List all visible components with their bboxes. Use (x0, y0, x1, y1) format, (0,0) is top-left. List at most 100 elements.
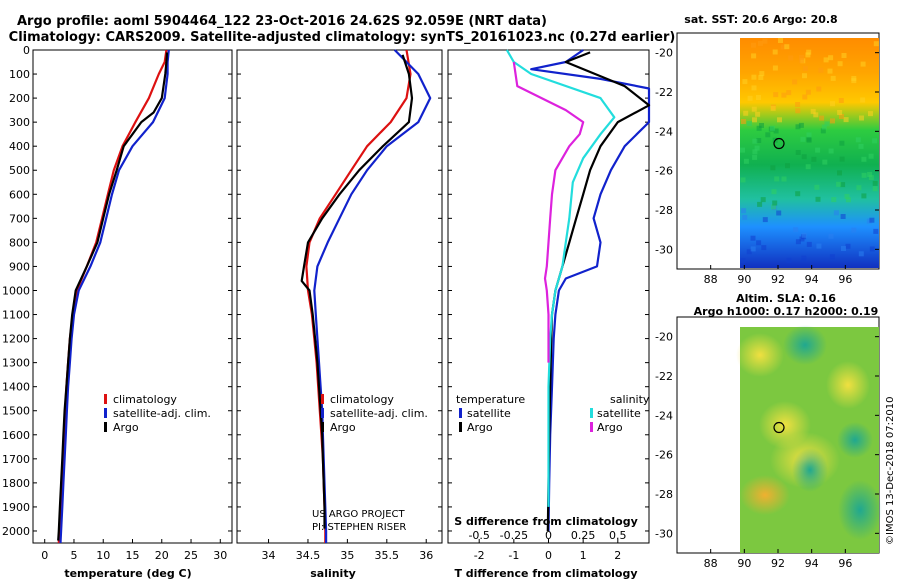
sst-pixel (806, 49, 812, 55)
credit-pi: PI: STEPHEN RISER (312, 522, 406, 533)
sst-pixel (756, 95, 761, 100)
series-line-salinity-satellite (505, 49, 616, 507)
sst-pixel (746, 121, 752, 126)
sst-pixel (823, 57, 829, 63)
sst-pixel (828, 55, 834, 61)
legend-swatch-argo (321, 422, 324, 432)
sst-pixel (822, 159, 828, 165)
sst-pixel (805, 52, 811, 58)
sst-pixel (795, 124, 801, 130)
sst-pixel (860, 97, 866, 103)
s-diff-tick-label: 0 (545, 529, 552, 542)
depth-axis: 0 100 200 300 400 500 600 700 800 900 1000 1100 1200… (2, 44, 30, 538)
depth-tick-label: 1200 (2, 333, 30, 346)
temperature-series (57, 49, 170, 544)
sst-pixel (747, 95, 753, 101)
sst-pixel (754, 145, 760, 151)
legend-swatch-argo (104, 422, 107, 432)
map-y-tick-label: -28 (655, 488, 673, 501)
sst-pixel (861, 172, 867, 178)
x-tick-label: 30 (213, 549, 227, 562)
sst-pixel (818, 67, 824, 73)
sst-pixel (861, 193, 867, 199)
sst-pixel (742, 214, 748, 220)
sla-blob (792, 448, 828, 492)
sst-pixel (868, 175, 874, 181)
sst-pixel (802, 73, 807, 79)
map-x-tick-label: 90 (737, 273, 751, 286)
depth-tick-label: 1800 (2, 477, 30, 490)
legend-swatch-climatology (321, 394, 324, 404)
s-diff-tick-label: 0.5 (609, 529, 627, 542)
sst-pixel (740, 147, 745, 153)
sst-pixel (752, 117, 757, 123)
depth-tick-label: 300 (9, 116, 30, 129)
sst-pixel (786, 257, 792, 263)
sst-pixel (751, 106, 757, 112)
x-tick-label: 5 (70, 549, 77, 562)
sst-pixel (771, 189, 777, 195)
sst-map-title: sat. SST: 20.6 Argo: 20.8 (684, 13, 837, 26)
sst-pixel (816, 243, 822, 249)
credit-project: US ARGO PROJECT (312, 509, 406, 520)
sst-pixel (756, 125, 762, 131)
sst-pixel (799, 236, 805, 242)
sst-pixel (799, 55, 804, 60)
legend-label-t-satellite: satellite (467, 407, 511, 420)
map-y-tick-label: -26 (655, 165, 673, 178)
sst-pixel (873, 228, 879, 234)
depth-tick-label: 1600 (2, 429, 30, 442)
sst-pixel (746, 249, 752, 255)
x-tick-label: 1 (580, 549, 587, 562)
map-y-tick-label: -28 (655, 204, 673, 217)
sst-pixel (785, 163, 790, 169)
legend-label-t-argo: Argo (467, 421, 493, 434)
sst-pixel (830, 101, 835, 107)
sst-pixel (810, 108, 816, 114)
legend-head-temperature: temperature (456, 393, 525, 406)
map-y-tick-label: -26 (655, 449, 673, 462)
sst-pixel (765, 132, 771, 138)
temperature-xlabel: temperature (deg C) (64, 567, 191, 580)
depth-tick-label: 400 (9, 140, 30, 153)
series-line-temperature-argo (546, 51, 651, 532)
map-x-tick-label: 96 (838, 557, 852, 570)
difference-top-label: S difference from climatology (454, 515, 638, 528)
sla-map-title-2: Argo h1000: 0.17 h2000: 0.19 (694, 305, 879, 318)
difference-series (505, 49, 651, 532)
map-y-tick-label: -20 (655, 331, 673, 344)
sst-pixel (777, 117, 782, 123)
sst-texture (740, 38, 879, 264)
sst-pixel (831, 197, 837, 203)
map-x-tick-label: 90 (737, 557, 751, 570)
sla-blob (736, 333, 784, 377)
sst-pixel (821, 124, 827, 130)
difference-x-axis: -2 -1 0 1 2 (448, 49, 649, 562)
sst-pixel (844, 193, 850, 199)
sst-pixel (795, 102, 801, 107)
sst-pixel (761, 245, 767, 251)
legend-swatch-satellite (104, 408, 107, 418)
sst-pixel (837, 110, 843, 115)
sst-pixel (827, 68, 833, 74)
sst-pixel (868, 153, 874, 159)
sst-pixel (793, 227, 799, 233)
title-line-1: Argo profile: aoml 5904464_122 23-Oct-20… (17, 14, 547, 29)
legend-swatch-climatology (104, 394, 107, 404)
x-tick-label: 25 (184, 549, 198, 562)
sst-pixel (751, 53, 757, 59)
sst-pixel (845, 243, 851, 249)
legend-swatch-satellite (321, 408, 324, 418)
depth-tick-label: 1400 (2, 381, 30, 394)
sst-pixel (770, 165, 776, 171)
sst-pixel (751, 42, 756, 48)
sst-pixel (772, 49, 778, 55)
sst-pixel (795, 150, 801, 155)
sst-pixel (755, 111, 761, 117)
sst-pixel (774, 176, 780, 182)
depth-tick-label: 1700 (2, 453, 30, 466)
sst-pixel (743, 158, 749, 164)
sst-pixel (824, 121, 830, 127)
sst-pixel (829, 254, 835, 260)
sst-pixel (757, 201, 763, 207)
